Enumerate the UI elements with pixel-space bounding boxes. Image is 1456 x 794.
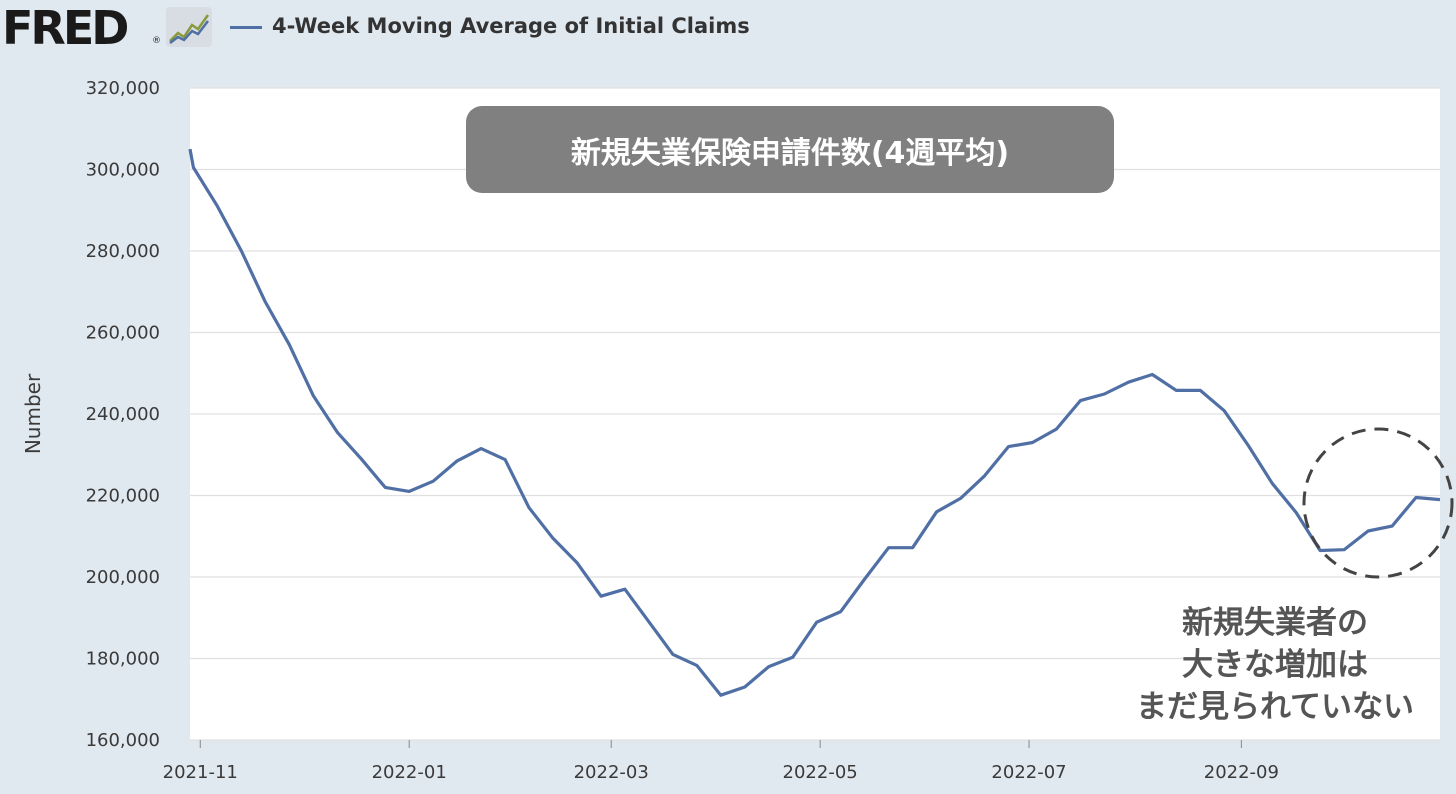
graph-icon bbox=[166, 7, 212, 47]
x-tick-label: 2022-07 bbox=[991, 762, 1066, 783]
fred-logo-registered-mark: ® bbox=[152, 36, 161, 46]
y-tick-label: 220,000 bbox=[86, 486, 160, 507]
y-tick-label: 260,000 bbox=[86, 323, 160, 344]
chart-title-box: 新規失業保険申請件数(4週平均) bbox=[466, 106, 1114, 193]
x-tick-label: 2022-09 bbox=[1204, 762, 1279, 783]
y-tick-label: 240,000 bbox=[86, 404, 160, 425]
annotation-note-line: まだ見られていない bbox=[1135, 689, 1415, 725]
x-tick-label: 2022-05 bbox=[783, 762, 858, 783]
y-tick-label: 160,000 bbox=[86, 730, 160, 751]
fred-logo[interactable]: FRED bbox=[2, 1, 129, 55]
x-tick-label: 2022-03 bbox=[574, 762, 649, 783]
annotation-note-line: 新規失業者の bbox=[1182, 605, 1368, 641]
chart-title: 新規失業保険申請件数(4週平均) bbox=[570, 135, 1010, 171]
legend-swatch bbox=[230, 26, 262, 29]
annotation-note-line: 大きな増加は bbox=[1182, 647, 1368, 683]
highlight-circle bbox=[1302, 427, 1454, 579]
y-axis-title: Number bbox=[21, 373, 45, 454]
y-tick-label: 280,000 bbox=[86, 241, 160, 262]
y-tick-label: 200,000 bbox=[86, 567, 160, 588]
y-tick-label: 180,000 bbox=[86, 649, 160, 670]
x-tick-label: 2022-01 bbox=[372, 762, 447, 783]
y-tick-label: 320,000 bbox=[86, 78, 160, 99]
y-tick-label: 300,000 bbox=[86, 160, 160, 181]
legend-label: 4-Week Moving Average of Initial Claims bbox=[272, 14, 750, 38]
series-line bbox=[188, 148, 1441, 697]
header: FRED ® 4-Week Moving Average of Initial … bbox=[0, 0, 1456, 60]
annotation-note: 新規失業者の 大きな増加は まだ見られていない bbox=[1100, 602, 1450, 728]
x-tick-label: 2021-11 bbox=[163, 762, 238, 783]
